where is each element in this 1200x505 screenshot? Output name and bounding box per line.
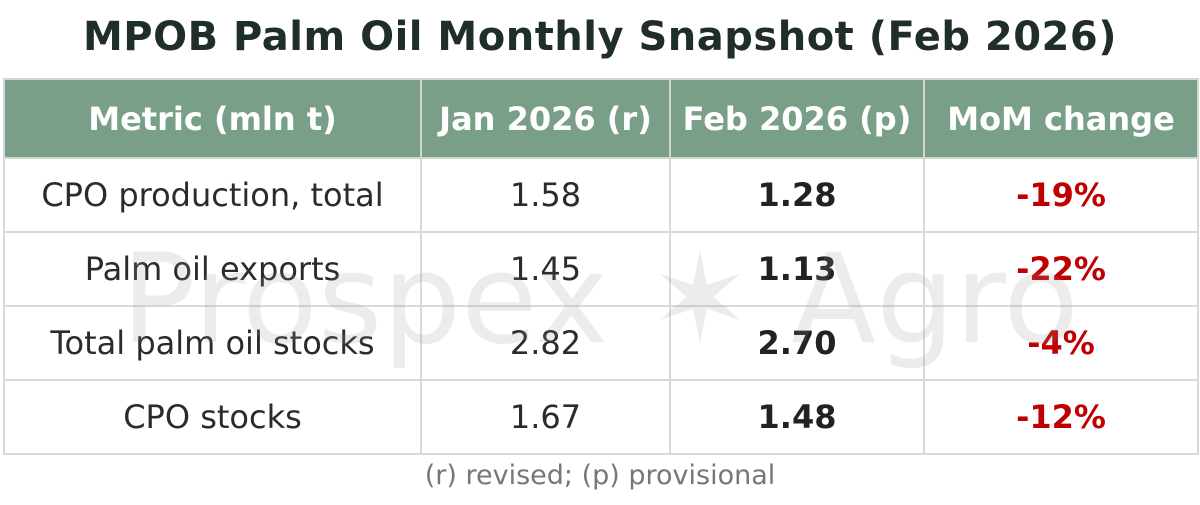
table-body: CPO production, total 1.58 1.28 -19% Palm oi… (3, 157, 1199, 455)
table-row: CPO stocks 1.67 1.48 -12% (3, 379, 1199, 455)
value-cell: -19% (923, 157, 1199, 233)
header-cell: MoM change (923, 78, 1199, 159)
table-row: Total palm oil stocks 2.82 2.70 -4% (3, 305, 1199, 381)
value-cell: 1.58 (420, 157, 671, 233)
value-cell: 1.13 (669, 231, 925, 307)
value-cell: 1.28 (669, 157, 925, 233)
value-cell: -12% (923, 379, 1199, 455)
metric-cell: Total palm oil stocks (3, 305, 422, 381)
metric-cell: CPO production, total (3, 157, 422, 233)
metric-cell: Palm oil exports (3, 231, 422, 307)
metric-cell: CPO stocks (3, 379, 422, 455)
footnote: (r) revised; (p) provisional (424, 460, 776, 491)
table-row: Palm oil exports 1.45 1.13 -22% (3, 231, 1199, 307)
value-cell: 1.45 (420, 231, 671, 307)
value-cell: 2.82 (420, 305, 671, 381)
title: MPOB Palm Oil Monthly Snapshot (Feb 2026… (82, 14, 1117, 60)
header-cell: Jan 2026 (r) (420, 78, 671, 159)
data-table: Metric (mln t) Jan 2026 (r) Feb 2026 (p) Mo… (3, 78, 1199, 455)
value-cell: -4% (923, 305, 1199, 381)
value-cell: -22% (923, 231, 1199, 307)
header-cell: Feb 2026 (p) (669, 78, 925, 159)
value-cell: 2.70 (669, 305, 925, 381)
value-cell: 1.67 (420, 379, 671, 455)
table-row: CPO production, total 1.58 1.28 -19% (3, 157, 1199, 233)
header-row: Metric (mln t) Jan 2026 (r) Feb 2026 (p) Mo… (3, 78, 1199, 159)
value-cell: 1.48 (669, 379, 925, 455)
header-cell: Metric (mln t) (3, 78, 422, 159)
